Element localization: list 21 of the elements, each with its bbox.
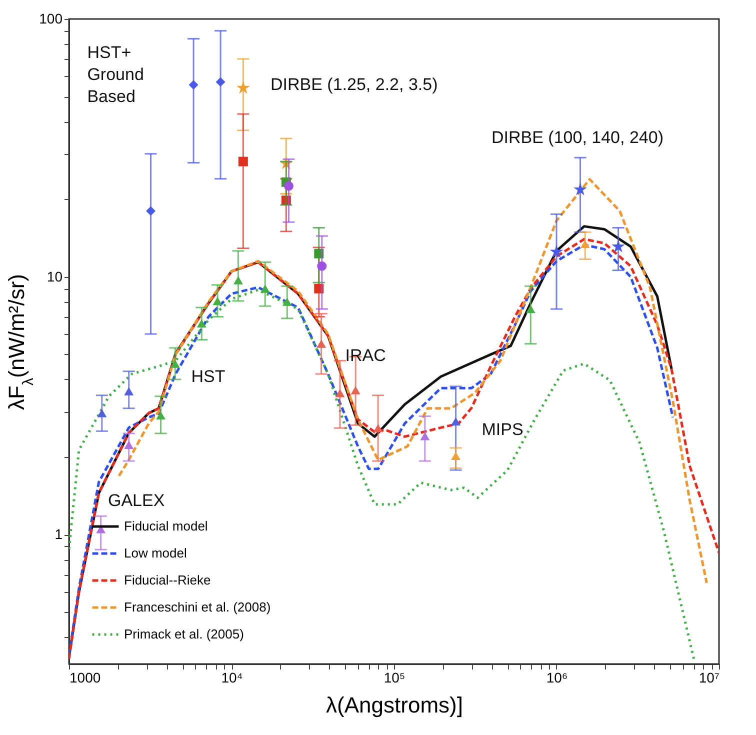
x-tick-label: 10⁵ <box>384 670 406 686</box>
x-tick-label: 10⁶ <box>546 670 568 686</box>
annotation: DIRBE (1.25, 2.2, 3.5) <box>270 75 438 94</box>
x-tick-label: 10⁷ <box>698 670 720 686</box>
legend-label: Primack et al. (2005) <box>124 626 244 642</box>
annotation: HST+ Ground Based <box>87 42 144 106</box>
annotation: HST <box>191 367 226 386</box>
x-axis-title: λ(Angstroms)] <box>326 692 463 718</box>
x-tick-label: 1000 <box>70 670 101 686</box>
legend-label: Franceschini et al. (2008) <box>124 600 271 614</box>
y-tick-label: 10 <box>46 268 63 284</box>
annotation: DIRBE (100, 140, 240) <box>492 128 664 147</box>
annotation: MIPS <box>482 420 524 440</box>
legend-label: Fiducial model <box>124 518 208 534</box>
legend-label: Low model <box>124 546 187 560</box>
annotation: IRAC <box>345 346 386 365</box>
y-tick-label: 100 <box>39 10 63 26</box>
annotation: GALEX <box>108 491 165 510</box>
y-tick-label: 1 <box>54 526 63 542</box>
legend-label: Fiducial--Rieke <box>124 572 211 588</box>
x-tick-label: 10⁴ <box>221 670 243 686</box>
